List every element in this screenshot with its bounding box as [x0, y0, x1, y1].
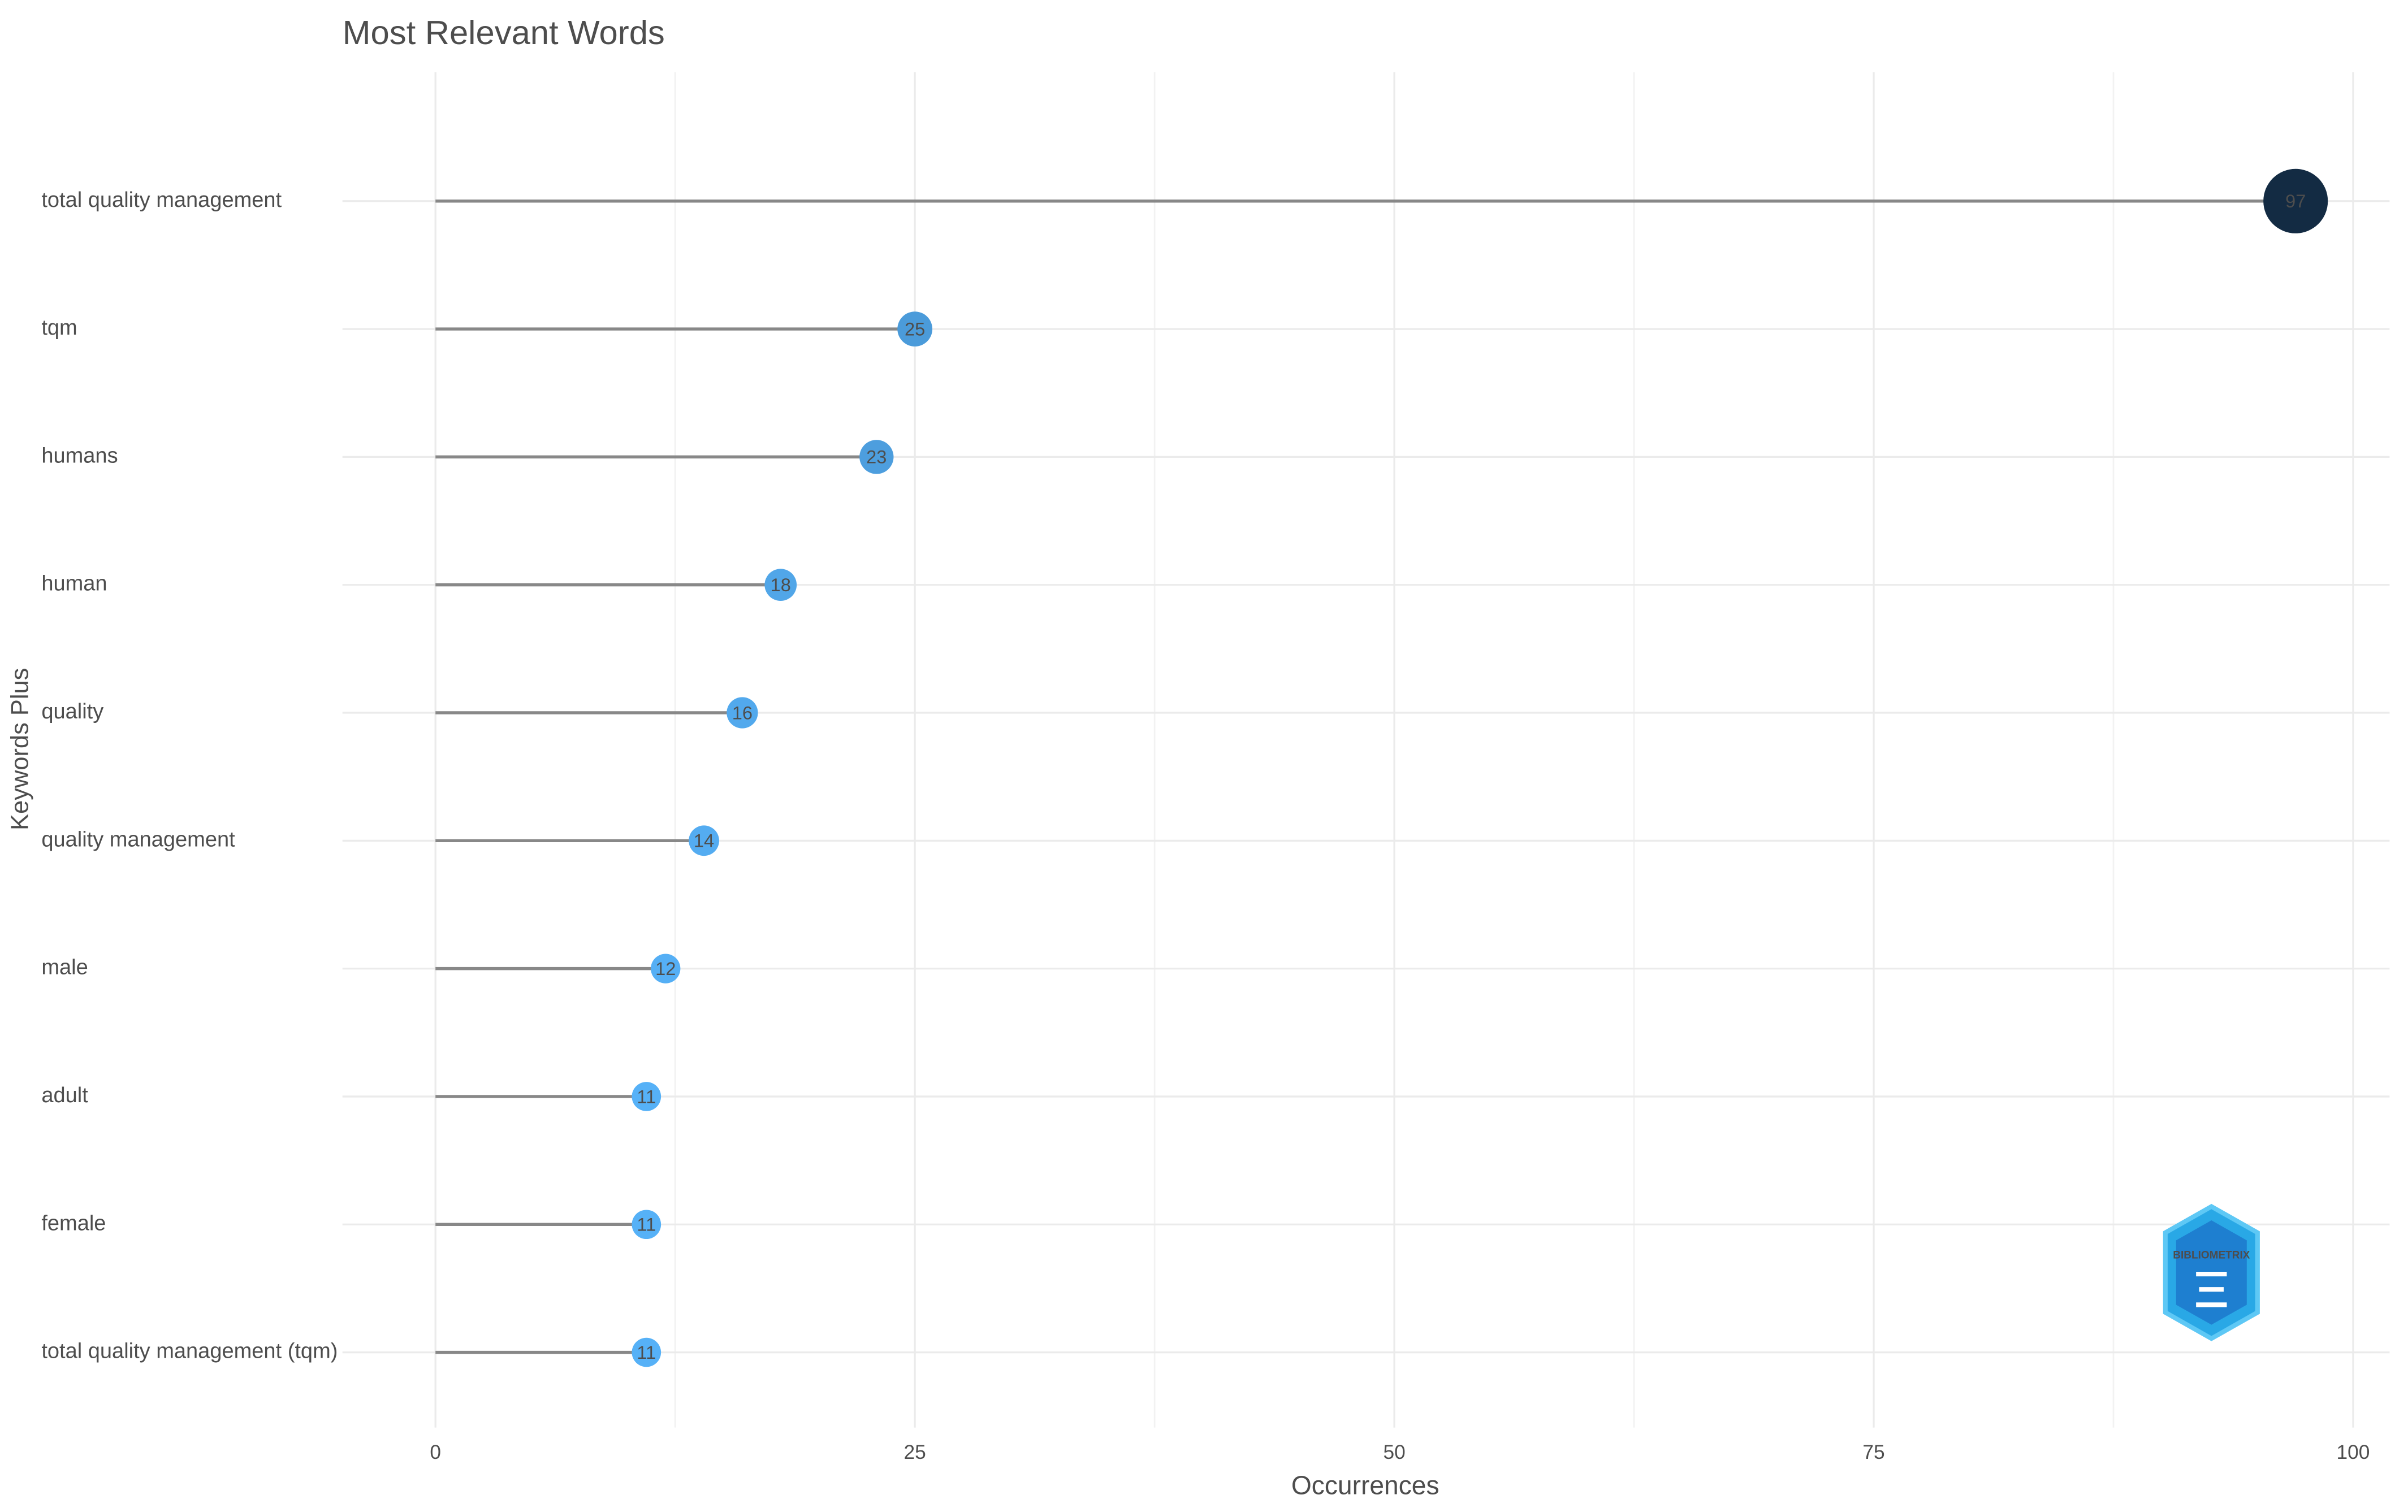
x-tick-label: 25 [904, 1441, 926, 1463]
bubble [764, 569, 797, 601]
marks: total quality management 97 tqm 25 humans 23 h… [41, 168, 2328, 1367]
value-label: 25 [905, 318, 925, 339]
y-tick-label: female [41, 1211, 106, 1235]
y-tick-label: male [41, 956, 88, 980]
logo-icon [2196, 1271, 2227, 1307]
x-tick-label: 75 [1862, 1441, 1884, 1463]
logo: BIBLIOMETRIX [2163, 1203, 2260, 1341]
bubble [897, 311, 933, 346]
y-tick-label: total quality management [41, 188, 282, 212]
x-axis-title: Occurrences [1291, 1471, 1439, 1500]
value-label: 97 [2285, 190, 2306, 211]
y-tick-label: human [41, 572, 107, 596]
logo-text: BIBLIOMETRIX [2173, 1249, 2250, 1261]
bubble [632, 1337, 662, 1367]
value-label: 18 [771, 574, 791, 595]
x-tick-label: 50 [1383, 1441, 1405, 1463]
y-tick-label: quality [41, 700, 103, 723]
bubble [632, 1210, 662, 1240]
grid: 0 25 50 75 100 [342, 72, 2390, 1463]
y-tick-label: adult [41, 1084, 88, 1107]
bubble [859, 440, 894, 474]
x-tick-label: 100 [2337, 1441, 2370, 1463]
bubble [2263, 168, 2328, 233]
y-tick-label: humans [41, 444, 118, 467]
bubble [651, 954, 681, 984]
y-tick-label: quality management [41, 828, 235, 851]
chart-title: Most Relevant Words [343, 14, 665, 51]
value-label: 11 [637, 1086, 656, 1107]
bubble [727, 697, 758, 729]
value-label: 23 [866, 447, 887, 467]
x-tick-label: 0 [430, 1441, 441, 1463]
bubble [689, 825, 719, 856]
value-label: 14 [694, 830, 714, 851]
value-label: 11 [637, 1342, 656, 1363]
y-axis-title: Keywords Plus [7, 668, 34, 830]
value-label: 11 [637, 1214, 656, 1235]
value-label: 12 [655, 958, 676, 979]
y-tick-label: total quality management (tqm) [41, 1340, 338, 1363]
value-label: 16 [732, 702, 753, 723]
bubble [632, 1082, 662, 1111]
y-tick-label: tqm [41, 316, 77, 340]
